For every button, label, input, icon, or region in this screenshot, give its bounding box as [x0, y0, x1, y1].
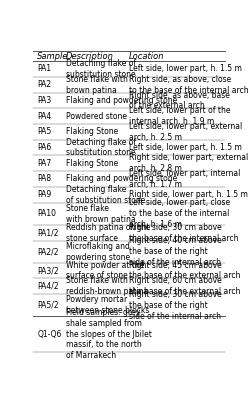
Text: Detaching flake of
substitution stone: Detaching flake of substitution stone — [66, 138, 136, 158]
Text: Flaking and powdering stone: Flaking and powdering stone — [66, 96, 177, 105]
Text: Right side, as above, close
to the base of the internal arch: Right side, as above, close to the base … — [129, 75, 249, 94]
Text: Reddish patina on the
stone surface: Reddish patina on the stone surface — [66, 223, 150, 243]
Text: PA10: PA10 — [37, 209, 56, 218]
Text: PA9: PA9 — [37, 190, 52, 199]
Text: Microflaking and
powdering stone: Microflaking and powdering stone — [66, 242, 130, 262]
Text: Powdery mortar
between stone blocks: Powdery mortar between stone blocks — [66, 295, 149, 315]
Text: Flaking Stone: Flaking Stone — [66, 127, 118, 136]
Text: Stone flake with
brown patina: Stone flake with brown patina — [66, 75, 128, 94]
Text: Right side, 30 cm above
the base of the internal arch: Right side, 30 cm above the base of the … — [129, 223, 239, 243]
Text: Sample: Sample — [37, 52, 69, 61]
Text: Description: Description — [66, 52, 114, 61]
Text: Right side, 30 cm above
the base of the right
side of the internal arch: Right side, 30 cm above the base of the … — [129, 290, 222, 320]
Text: Right side, 45 cm above
the base of the external arch: Right side, 45 cm above the base of the … — [129, 261, 240, 281]
Text: PA2/2: PA2/2 — [37, 247, 59, 256]
Text: Right side, lower part, h. 1.5 m: Right side, lower part, h. 1.5 m — [129, 190, 248, 199]
Text: PA3: PA3 — [37, 96, 52, 105]
Text: PA6: PA6 — [37, 143, 52, 152]
Text: PA5: PA5 — [37, 127, 52, 136]
Text: Field samples: grey
shale sampled from
the slopes of the Jbilet
massif, to the n: Field samples: grey shale sampled from t… — [66, 308, 151, 360]
Text: Powdered stone: Powdered stone — [66, 112, 127, 121]
Text: Left side, lower part, external
arch, h. 2.5 m: Left side, lower part, external arch, h.… — [129, 122, 242, 142]
Text: PA1/2: PA1/2 — [37, 228, 59, 237]
Text: Left side, lower part, internal
arch, h. 1.7 m: Left side, lower part, internal arch, h.… — [129, 169, 240, 189]
Text: Left side, lower part, h. 1.5 m: Left side, lower part, h. 1.5 m — [129, 64, 242, 73]
Text: Flaking Stone: Flaking Stone — [66, 159, 118, 168]
Text: Detaching flake of
substitution stone: Detaching flake of substitution stone — [66, 59, 136, 79]
Text: PA4/2: PA4/2 — [37, 282, 59, 291]
Text: Q1-Q6: Q1-Q6 — [37, 330, 62, 339]
Text: Right side, as above, base
of the external arch: Right side, as above, base of the extern… — [129, 91, 230, 110]
Text: PA8: PA8 — [37, 174, 51, 183]
Text: Flaking and powdering stone: Flaking and powdering stone — [66, 174, 177, 183]
Text: Left side, lower part, close
to the base of the internal
arch, h. 1.6 m: Left side, lower part, close to the base… — [129, 198, 230, 229]
Text: White powder at the
surface of stone: White powder at the surface of stone — [66, 261, 144, 281]
Text: PA3/2: PA3/2 — [37, 266, 59, 275]
Text: Stone flake
with brown patina: Stone flake with brown patina — [66, 204, 135, 224]
Text: Left side, lower part, h. 1.5 m: Left side, lower part, h. 1.5 m — [129, 143, 242, 152]
Text: PA5/2: PA5/2 — [37, 301, 59, 310]
Text: Location: Location — [129, 52, 165, 61]
Text: PA1: PA1 — [37, 64, 51, 73]
Text: PA2: PA2 — [37, 80, 51, 89]
Text: Right side, 40 cm above
the base of the right
side of the internal arch: Right side, 40 cm above the base of the … — [129, 236, 222, 267]
Text: PA4: PA4 — [37, 112, 52, 121]
Text: Stone flake with
reddish-brown patina: Stone flake with reddish-brown patina — [66, 276, 148, 296]
Text: Left side, lower part of the
internal arch, h. 1.9 m: Left side, lower part of the internal ar… — [129, 106, 231, 126]
Text: Detaching flake
of substitution stone: Detaching flake of substitution stone — [66, 185, 145, 204]
Text: Right side, lower part, external
arch, h. 2.8 m: Right side, lower part, external arch, h… — [129, 153, 248, 173]
Text: Right side, 60 cm above
the base of the external arch: Right side, 60 cm above the base of the … — [129, 276, 240, 296]
Text: PA7: PA7 — [37, 159, 52, 168]
